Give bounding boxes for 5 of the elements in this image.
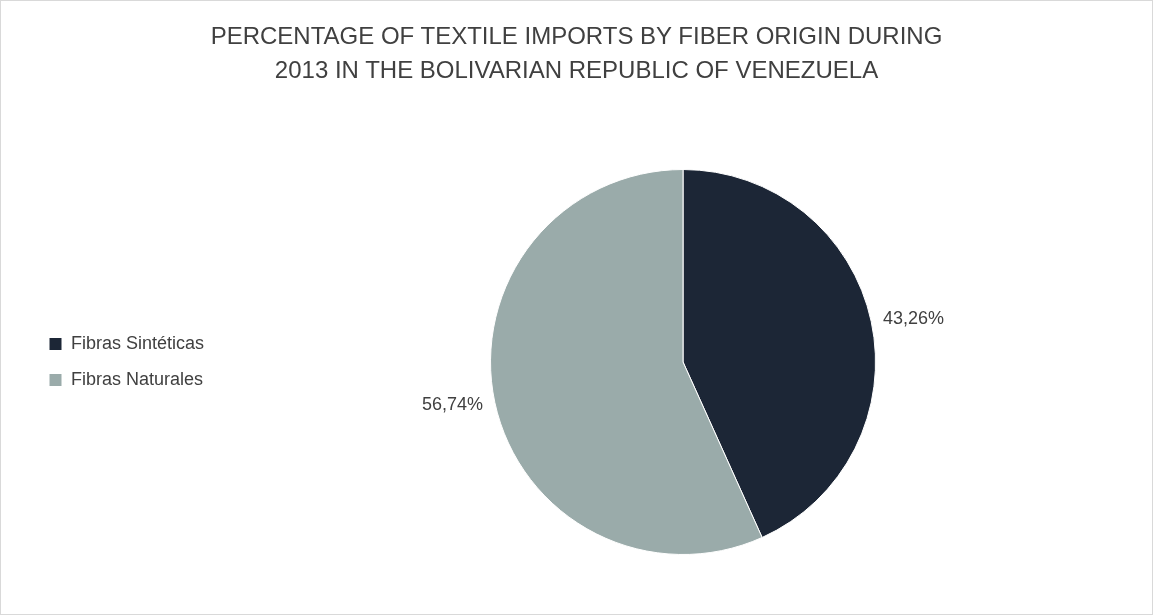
data-label: 43,26%: [882, 307, 945, 328]
legend-label: Fibras Naturales: [71, 368, 204, 389]
data-label: 56,74%: [422, 393, 484, 414]
legend-label: Fibras Sintéticas: [71, 332, 205, 353]
chart-title: PERCENTAGE OF TEXTILE IMPORTS BY FIBER ORIGIN DURING 2013 IN THE BOLIVARIAN REPUBLIC OF VENEZUELA: [209, 21, 944, 85]
